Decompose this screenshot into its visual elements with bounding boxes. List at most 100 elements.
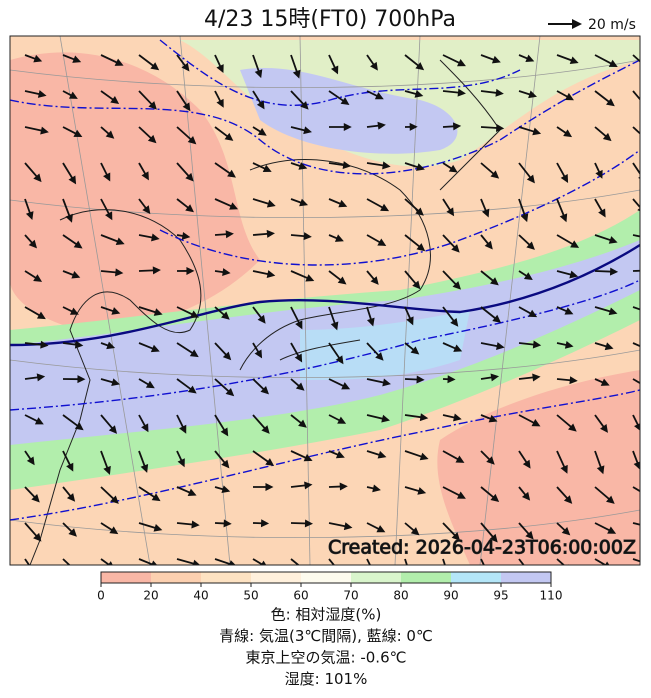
wind-arrow-head: [525, 54, 535, 62]
wind-arrow-head: [111, 307, 121, 315]
wind-arrow-head: [68, 528, 77, 537]
wind-arrow-head: [256, 100, 265, 110]
wind-arrow-head: [488, 414, 498, 423]
wind-arrow-head: [181, 231, 191, 240]
wind-arrow: [100, 414, 115, 431]
wind-arrow: [138, 306, 159, 314]
colorbar-label: 90: [443, 589, 458, 603]
wind-arrow-head: [266, 270, 276, 278]
wind-arrow-head: [266, 199, 276, 208]
wind-arrow-head: [414, 90, 424, 98]
wind-arrow-head: [229, 202, 239, 210]
wind-arrow-head: [343, 522, 353, 531]
wind-arrow-head: [598, 208, 606, 218]
wind-arrow-head: [490, 493, 500, 503]
wind-arrow-head: [266, 229, 275, 238]
wind-arrow-head: [103, 172, 111, 182]
wind-arrow-head: [374, 92, 384, 100]
wind-arrow-head: [223, 519, 232, 528]
wind-arrow: [442, 486, 462, 498]
wind-arrow-head: [641, 102, 649, 111]
wind-arrow-head: [338, 199, 348, 208]
zero-degree-line: [10, 243, 640, 347]
wind-arrow-head: [153, 308, 163, 316]
wind-arrow-head: [114, 58, 124, 66]
wind-arrow: [594, 90, 612, 104]
map-frame: [9, 35, 641, 566]
wind-arrow: [252, 198, 272, 206]
wind-arrow: [62, 414, 81, 429]
wind-arrow-head: [36, 311, 46, 320]
colorbar-label: 40: [193, 589, 208, 603]
wind-arrow-head: [216, 64, 224, 74]
wind-arrow-head: [190, 310, 200, 318]
wind-arrow: [594, 558, 607, 565]
wind-arrow: [214, 414, 227, 433]
wind-arrow: [480, 162, 496, 177]
wind-arrow: [594, 450, 603, 470]
wind-arrow-head: [189, 349, 199, 358]
wind-arrow-head: [602, 132, 612, 142]
wind-arrow: [632, 269, 640, 272]
wind-arrow: [632, 162, 640, 176]
wind-arrow-head: [491, 55, 501, 64]
wind-arrow: [594, 54, 614, 66]
colorbar-label: 50: [243, 589, 258, 603]
wind-arrow: [24, 342, 44, 346]
wind-arrow-head: [643, 136, 651, 144]
wind-arrow: [176, 90, 189, 108]
wind-arrow: [62, 450, 72, 468]
wind-arrow: [366, 162, 386, 167]
wind-arrow-head: [604, 561, 610, 565]
wind-arrow-head: [254, 349, 263, 359]
colorbar: 0 20 40 50 60 70 80 90 95 110: [97, 571, 562, 603]
wind-arrow-head: [457, 59, 466, 67]
wind-arrow-head: [337, 276, 347, 285]
wind-arrow: [62, 558, 71, 565]
wind-arrow: [176, 558, 197, 565]
wind-arrow-head: [596, 465, 605, 475]
wind-arrow-head: [453, 413, 462, 422]
wind-arrow-head: [331, 65, 339, 75]
title: 4/23 15時(FT0) 700hPa: [204, 7, 456, 32]
wind-arrow: [100, 54, 120, 65]
wind-arrow: [138, 486, 157, 500]
wind-arrow: [594, 306, 613, 314]
wind-arrow-head: [107, 561, 113, 565]
wind-arrow-head: [152, 266, 161, 275]
wind-arrow-head: [565, 92, 574, 101]
wind-arrow-head: [187, 136, 197, 145]
colorbar-segment: [351, 572, 401, 583]
wind-arrow: [252, 414, 268, 431]
wind-arrow-head: [377, 450, 387, 459]
wind-arrow-head: [106, 341, 116, 350]
caption-line: 青線: 気温(3℃間隔), 藍線: 0℃: [219, 627, 433, 645]
wind-arrow-head: [451, 532, 461, 541]
wind-arrow: [214, 378, 232, 394]
wind-arrow-head: [370, 276, 379, 285]
wind-arrow-head: [495, 123, 505, 132]
wind-arrow-head: [446, 207, 455, 217]
wind-arrow-head: [570, 240, 580, 248]
wind-arrow-head: [410, 527, 420, 536]
wind-arrow-head: [641, 62, 650, 70]
wind-arrow-head: [609, 267, 619, 276]
wind-arrow-head: [569, 56, 579, 64]
wind-arrow-head: [525, 530, 534, 540]
wind-arrow: [632, 378, 640, 385]
colorbar-segment: [151, 572, 201, 583]
wind-arrow-head: [526, 241, 535, 250]
wind-arrow: [632, 342, 640, 348]
wind-arrow-head: [220, 427, 229, 437]
wind-arrow: [442, 234, 457, 250]
wind-arrow-head: [105, 130, 115, 139]
wind-arrow-head: [77, 375, 86, 384]
wind-arrow-head: [607, 526, 617, 534]
wind-arrow-head: [564, 340, 574, 349]
wind-arrow-head: [260, 385, 270, 395]
wind-arrow-head: [452, 281, 461, 290]
wind-arrow: [480, 486, 496, 500]
wind-arrow: [214, 198, 234, 209]
wind-arrow: [404, 54, 421, 68]
wind-arrow-head: [147, 134, 157, 144]
